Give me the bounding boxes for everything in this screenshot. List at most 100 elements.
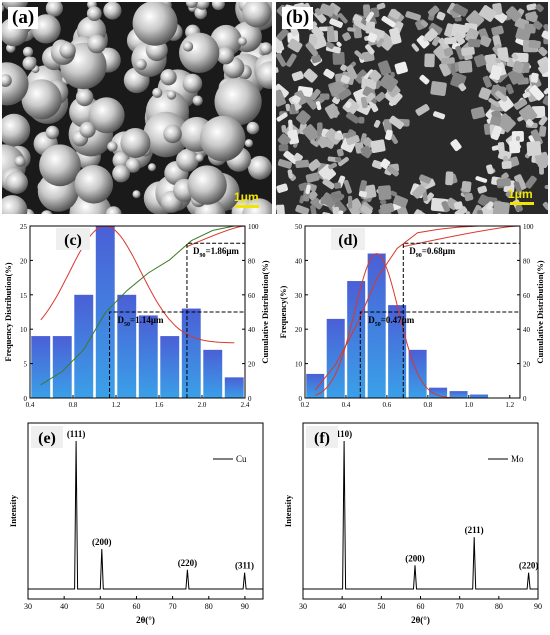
peak-label-f-0: 110): [336, 429, 352, 439]
plot-frame-f: [302, 422, 539, 600]
x-tick-label-f-5: 80: [495, 602, 503, 611]
y-tick-label-c-0: 0: [24, 395, 28, 403]
panel-label-b: (b): [282, 7, 314, 29]
x-tick-label-c-4: 2.0: [198, 401, 207, 409]
sem-image-b: (b) 1μm: [276, 2, 548, 214]
y-axis-label-d: Frequency(%): [278, 285, 288, 338]
peak-label-e-0: (111): [67, 429, 86, 439]
bar-d-6: [429, 387, 448, 398]
cumulative-curve-c: [40, 225, 235, 386]
y-tick-label-d-3: 30: [295, 292, 303, 300]
plot-frame-e: [27, 422, 264, 600]
d50-label-c: D50=1.14μm: [118, 315, 164, 328]
panel-label-bg-e: [31, 426, 63, 448]
y2-tick-label-d-2: 40: [523, 326, 531, 334]
sem-particles-irregular: [276, 2, 548, 214]
legend-label-e: Cu: [236, 454, 247, 464]
bar-d-1: [326, 318, 345, 398]
peak-label-e-2: (220): [178, 558, 198, 568]
panel-label-bg-f: [306, 426, 338, 448]
x-tick-label-e-5: 80: [205, 602, 213, 611]
x-tick-label-c-5: 2.4: [241, 401, 250, 409]
x-tick-label-c-1: 0.8: [69, 401, 78, 409]
d50-guide-d: [359, 311, 520, 398]
x-tick-label-d-4: 1.0: [464, 401, 473, 409]
plot-frame-d: [304, 225, 521, 399]
y-tick-label-d-5: 50: [295, 223, 303, 231]
bar-c-4: [117, 294, 137, 398]
y-tick-label-c-1: 5: [24, 361, 28, 369]
y2-tick-label-c-5: 100: [248, 223, 259, 231]
x-tick-label-d-0: 0.2: [301, 401, 310, 409]
panel-label-d: (d): [338, 232, 358, 249]
x-tick-label-e-1: 40: [60, 602, 68, 611]
y-tick-label-c-5: 25: [20, 223, 28, 231]
chart-d-size-distribution: D90=0.68μm D50=0.47μm 0.2 0.4 0.6 0.8 1.0 1.2 0 1…: [278, 223, 545, 409]
y2-tick-label-d-4: 80: [523, 257, 531, 265]
xrd-pattern-e: [28, 440, 263, 590]
bar-c-6: [160, 336, 180, 398]
y-tick-label-c-2: 10: [20, 326, 28, 334]
bar-d-7: [449, 391, 468, 398]
peak-label-f-3: (220): [519, 561, 539, 571]
x-tick-label-e-0: 30: [24, 602, 32, 611]
x-tick-label-c-0: 0.4: [26, 401, 35, 409]
y-axis-label-f: Intensity: [283, 494, 293, 527]
y2-tick-label-d-1: 20: [523, 361, 531, 369]
panel-label-c: (c): [64, 232, 82, 249]
x-tick-label-e-2: 50: [96, 602, 104, 611]
bar-c-2: [74, 294, 94, 398]
scale-label-a: 1μm: [234, 190, 259, 204]
scale-label-b: 1μm: [508, 187, 533, 201]
x-axis-label-f: 2θ(°): [411, 615, 430, 625]
xrd-pattern-f: [303, 440, 538, 590]
bar-d-2: [347, 281, 366, 398]
d50-label-d: D50=0.47μm: [368, 315, 414, 328]
panel-label-f: (f): [314, 430, 330, 447]
x-tick-label-e-4: 70: [169, 602, 177, 611]
bar-d-8: [470, 394, 489, 398]
x-tick-label-e-6: 90: [241, 602, 249, 611]
panel-label-bg-c: [56, 228, 90, 250]
y-tick-label-d-1: 10: [295, 361, 303, 369]
y-axis-label-e: Intensity: [8, 494, 18, 527]
panel-label-bg-d: [331, 228, 365, 250]
scale-bar-b: [510, 202, 534, 205]
y-axis-label-c: Frequency Distribution(%): [3, 262, 13, 361]
bar-d-4: [388, 305, 407, 398]
y2-axis-label-d: Cumulative Distribution(%): [535, 260, 545, 363]
d90-guide-c: [186, 242, 245, 398]
y2-tick-label-c-1: 20: [248, 361, 256, 369]
panel-label-a: (a): [8, 7, 39, 29]
x-tick-label-d-1: 0.4: [342, 401, 351, 409]
legend-label-f: Mo: [511, 454, 524, 464]
bar-d-0: [306, 373, 325, 398]
chart-e-xrd-cu: (111) (200) (220) (311) 30 40 50 60 70 80 90 2θ(°) I…: [8, 422, 264, 625]
d90-label-c: D90=1.86μm: [193, 246, 239, 259]
x-tick-label-f-6: 90: [534, 602, 542, 611]
peak-label-f-1: (200): [405, 553, 425, 563]
y2-tick-label-d-5: 100: [523, 223, 534, 231]
bar-c-9: [224, 377, 244, 398]
plot-frame-c: [29, 225, 246, 399]
x-tick-label-f-2: 50: [377, 602, 385, 611]
x-tick-label-c-2: 1.2: [112, 401, 121, 409]
bar-c-8: [203, 349, 223, 398]
y2-tick-label-d-0: 0: [523, 395, 527, 403]
d90-label-d: D90=0.68μm: [409, 246, 455, 259]
panel-label-e: (e): [38, 430, 56, 447]
bar-c-7: [181, 308, 201, 398]
bar-c-3: [95, 226, 115, 398]
y-tick-label-d-2: 20: [295, 326, 303, 334]
bar-c-5: [138, 315, 158, 398]
y-tick-label-c-3: 15: [20, 292, 28, 300]
x-tick-label-f-1: 40: [338, 602, 346, 611]
x-tick-label-f-3: 60: [417, 602, 425, 611]
x-tick-label-f-4: 70: [456, 602, 464, 611]
bar-c-1: [52, 336, 72, 398]
x-tick-label-c-3: 1.6: [155, 401, 164, 409]
y2-tick-label-c-0: 0: [248, 395, 252, 403]
chart-f-xrd-mo: 110) (200) (211) (220) 30 40 50 60 70 80 90 2θ(°) In…: [283, 422, 542, 625]
y-tick-label-c-4: 20: [20, 257, 28, 265]
